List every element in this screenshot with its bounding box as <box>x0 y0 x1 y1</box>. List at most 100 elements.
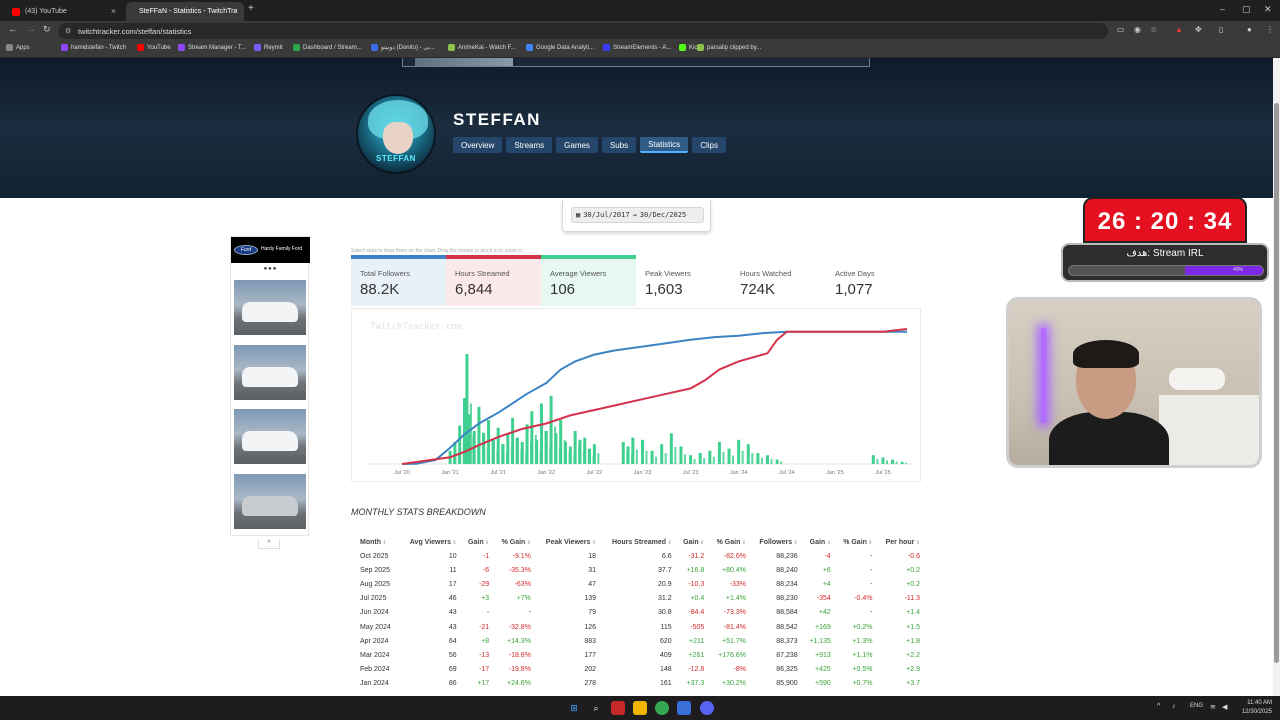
channel-tab-overview[interactable]: Overview <box>453 137 503 153</box>
bookmark-item[interactable]: AnimeKai - Watch F... <box>448 44 515 51</box>
windows-start-icon[interactable]: ⊞ <box>570 703 578 713</box>
top-banner-ad[interactable] <box>402 58 870 67</box>
ad-carousel-dots[interactable]: ●●● <box>263 266 278 272</box>
ad-car-image[interactable] <box>234 280 306 335</box>
chrome-icon[interactable] <box>655 701 669 715</box>
date-range-field[interactable]: ▦ 30/Jul/2017 → 30/Dec/2025 <box>571 207 704 223</box>
column-header[interactable]: Gain ⇕ <box>802 524 835 549</box>
tray-chevron-icon[interactable]: ^ <box>1157 703 1161 710</box>
channel-tab-subs[interactable]: Subs <box>601 137 637 153</box>
sort-icon[interactable]: ⇕ <box>825 540 831 546</box>
column-header[interactable]: Gain ⇕ <box>461 524 494 549</box>
maximize-icon[interactable]: ▢ <box>1242 4 1251 14</box>
column-header[interactable]: % Gain ⇕ <box>493 524 535 549</box>
sort-icon[interactable]: ⇕ <box>666 540 672 546</box>
channel-tab-streams[interactable]: Streams <box>506 137 553 153</box>
column-header[interactable]: Gain ⇕ <box>676 524 709 549</box>
stat-box-hours-streamed[interactable]: Hours Streamed 6,844 <box>446 255 541 306</box>
close-tab-icon[interactable]: × <box>232 6 238 16</box>
channel-tab-games[interactable]: Games <box>556 137 598 153</box>
column-header[interactable]: Month ⇕ <box>356 524 399 549</box>
wifi-icon[interactable]: ≋ <box>1210 704 1216 711</box>
bookmark-item[interactable]: دونیتو (Donito) - بی... <box>371 44 435 51</box>
menu-icon[interactable]: ⋮ <box>1266 25 1274 34</box>
close-window-icon[interactable]: ✕ <box>1264 4 1272 14</box>
column-header[interactable]: % Gain ⇕ <box>835 524 877 549</box>
column-header[interactable]: % Gain ⇕ <box>708 524 750 549</box>
sidepanel-icon[interactable]: ▯ <box>1219 25 1224 34</box>
file-explorer-icon[interactable] <box>633 701 647 715</box>
install-app-icon[interactable]: ▭ <box>1117 25 1125 34</box>
search-icon[interactable]: ⌕ <box>593 703 599 713</box>
sort-icon[interactable]: ⇕ <box>740 540 746 546</box>
discord-icon[interactable] <box>700 701 714 715</box>
sort-icon[interactable]: ⇕ <box>866 540 873 546</box>
bookmark-item[interactable]: parsalip clipped by... <box>697 44 761 51</box>
bookmark-item[interactable]: Kick <box>679 44 700 51</box>
bookmark-item[interactable]: Google Data Analyti... <box>526 44 594 51</box>
column-header[interactable]: Per hour ⇕ <box>877 524 924 549</box>
bookmark-star-icon[interactable]: ☆ <box>1150 25 1158 34</box>
stat-box-peak-viewers[interactable]: Peak Viewers 1,603 <box>636 255 731 306</box>
scrollbar-thumb[interactable] <box>1274 103 1279 663</box>
chart-svg[interactable]: TwitchTracker.com Jul '20 Jan '21 Jul '21 Ja… <box>352 309 922 483</box>
column-header[interactable]: Avg Viewers ⇕ <box>399 524 460 549</box>
ad-collapse-button[interactable]: ^ <box>258 539 280 549</box>
volume-icon[interactable]: ◀ <box>1222 704 1228 711</box>
bookmark-item[interactable]: StreamElements - A... <box>603 44 671 51</box>
stat-box-hours-watched[interactable]: Hours Watched 724K <box>731 255 826 306</box>
profile-icon[interactable]: ● <box>1247 25 1252 34</box>
channel-tab-clips[interactable]: Clips <box>692 137 726 153</box>
sort-icon[interactable]: ⇕ <box>698 540 705 546</box>
reload-icon[interactable]: ↻ <box>43 24 51 34</box>
bookmark-item[interactable]: Dashboard / Stream... <box>293 44 362 51</box>
tab-twitchtracker[interactable]: SteFFaN - Statistics - TwitchTra × <box>126 2 244 21</box>
back-icon[interactable]: ← <box>8 24 18 35</box>
app-icon-red[interactable] <box>611 701 625 715</box>
mic-icon[interactable]: ♪ <box>1172 703 1176 710</box>
bookmark-item[interactable]: Reymit <box>254 44 283 51</box>
incognito-eye-icon[interactable]: ◉ <box>1134 25 1141 34</box>
channel-tab-statistics[interactable]: Statistics <box>640 137 689 153</box>
sort-icon[interactable]: ⇕ <box>590 540 597 546</box>
close-tab-icon[interactable]: × <box>110 6 116 16</box>
ad-car-image[interactable] <box>234 345 306 400</box>
site-info-icon[interactable]: ⚙ <box>65 28 72 35</box>
sort-icon[interactable]: ⇕ <box>914 540 920 546</box>
tab-youtube[interactable]: (43) YouTube × <box>4 2 122 21</box>
language-indicator[interactable]: ENG <box>1190 703 1204 709</box>
sort-icon[interactable]: ⇕ <box>792 540 798 546</box>
bookmark-item[interactable]: YouTube <box>137 44 171 51</box>
date-range-picker[interactable]: ▦ 30/Jul/2017 → 30/Dec/2025 <box>562 200 711 232</box>
stat-box-average-viewers[interactable]: Average Viewers 106 <box>541 255 636 306</box>
address-bar[interactable]: ⚙ twitchtracker.com/steffan/statistics <box>58 23 1108 39</box>
sort-icon[interactable]: ⇕ <box>525 540 531 546</box>
clock[interactable]: 11:40 AM 12/30/2025 <box>1242 699 1272 717</box>
app-icon-blue[interactable] <box>677 701 691 715</box>
table-cell: - <box>870 566 873 574</box>
new-tab-button[interactable]: + <box>248 3 254 14</box>
column-header[interactable]: Hours Streamed ⇕ <box>600 524 676 549</box>
column-header[interactable]: Peak Viewers ⇕ <box>535 524 600 549</box>
minimize-icon[interactable]: – <box>1220 4 1226 14</box>
stat-box-active-days[interactable]: Active Days 1,077 <box>826 255 921 306</box>
ad-car-image[interactable] <box>234 409 306 464</box>
sidebar-ad[interactable]: Ford Hardy Family Ford ●●● <box>230 236 310 536</box>
stats-chart[interactable]: TwitchTracker.com Jul '20 Jan '21 Jul '21 Ja… <box>351 308 921 482</box>
page-scrollbar[interactable] <box>1273 58 1280 696</box>
chart-bar <box>453 442 457 464</box>
sort-icon[interactable]: ⇕ <box>483 540 490 546</box>
bookmark-item[interactable]: Stream Manager - T... <box>178 44 246 51</box>
extensions-icon[interactable]: ✥ <box>1195 25 1202 34</box>
column-header[interactable]: Followers ⇕ <box>750 524 802 549</box>
table-cell: +590 <box>815 680 831 688</box>
ad-car-image[interactable] <box>234 474 306 529</box>
sort-icon[interactable]: ⇕ <box>381 540 387 546</box>
sort-icon[interactable]: ⇕ <box>451 540 457 546</box>
forward-icon[interactable]: → <box>26 24 36 35</box>
bookmark-item[interactable]: hamidstefan - Twitch <box>61 44 126 51</box>
chart-x-tick: Jul '23 <box>683 470 699 476</box>
pdf-extension-icon[interactable]: ▲ <box>1175 25 1183 34</box>
bookmark-item[interactable]: Apps <box>6 44 30 51</box>
stat-box-total-followers[interactable]: Total Followers 88.2K <box>351 255 446 306</box>
